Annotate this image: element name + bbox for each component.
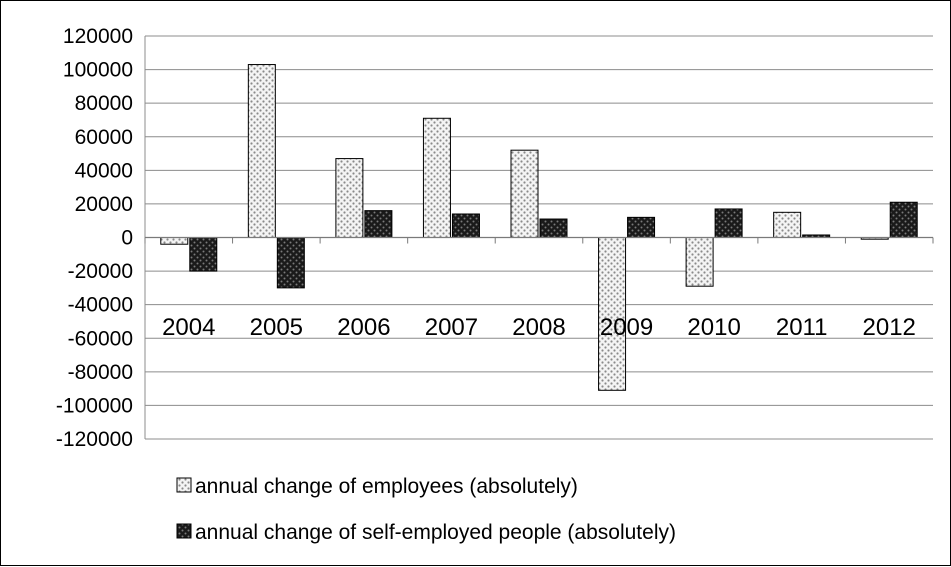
legend-label: annual change of self-employed people (a… [195, 521, 676, 544]
bar-self-employed-2009 [627, 216, 656, 239]
x-axis [144, 36, 934, 439]
bar-employees-2009 [598, 237, 627, 391]
x-tick-label: 2009 [600, 314, 653, 341]
bar-employees-2010 [685, 237, 714, 287]
bar-employees-2007 [422, 117, 451, 238]
bar-employees-2008 [510, 149, 539, 238]
bar-self-employed-2012 [889, 201, 918, 239]
x-tick-label: 2005 [250, 314, 303, 341]
y-tick-label: -20000 [68, 260, 133, 283]
x-tick-label: 2004 [162, 314, 215, 341]
y-tick-label: 40000 [75, 159, 133, 182]
y-tick-label: 20000 [75, 193, 133, 216]
bar-employees-2011 [773, 211, 802, 238]
y-tick-label: -40000 [68, 294, 133, 317]
y-tick-label: -80000 [68, 361, 133, 384]
legend-item-employees: annual change of employees (absolutely) [176, 475, 578, 498]
y-tick-label: -100000 [56, 394, 133, 417]
y-tick-label: 100000 [63, 59, 133, 82]
legend-swatch [176, 523, 192, 539]
bar-self-employed-2008 [539, 218, 568, 238]
bar-employees-2004 [160, 237, 189, 245]
y-tick-label: 120000 [63, 25, 133, 48]
x-tick-label: 2006 [337, 314, 390, 341]
x-tick-label: 2010 [687, 314, 740, 341]
legend: annual change of employees (absolutely) a… [176, 475, 676, 544]
y-tick-label: 80000 [75, 92, 133, 115]
bar-employees-2006 [335, 158, 364, 238]
bar-self-employed-2006 [364, 210, 393, 238]
gridlines [145, 35, 933, 440]
y-tick-label: -120000 [56, 428, 133, 451]
y-axis-tick-labels: 120000 100000 80000 60000 40000 20000 0 -20000 -… [56, 25, 133, 451]
y-tick-label: 0 [121, 227, 133, 250]
bar-self-employed-2010 [714, 208, 743, 238]
x-tick-label: 2011 [776, 314, 828, 341]
y-tick-label: -60000 [68, 327, 133, 350]
y-tick-label: 60000 [75, 126, 133, 149]
x-tick-label: 2012 [863, 314, 916, 341]
bars [160, 64, 918, 391]
legend-label: annual change of employees (absolutely) [195, 475, 578, 498]
bar-self-employed-2007 [451, 213, 480, 239]
legend-item-self-employed: annual change of self-employed people (a… [176, 521, 676, 544]
x-tick-label: 2007 [425, 314, 478, 341]
legend-swatch [176, 477, 192, 493]
bar-self-employed-2004 [189, 237, 218, 272]
bar-self-employed-2005 [276, 237, 305, 289]
x-axis-category-labels: 2004 2005 2006 2007 2008 2009 2010 2011 2012 [162, 314, 916, 341]
bar-employees-2005 [247, 64, 276, 238]
x-tick-label: 2008 [512, 314, 565, 341]
